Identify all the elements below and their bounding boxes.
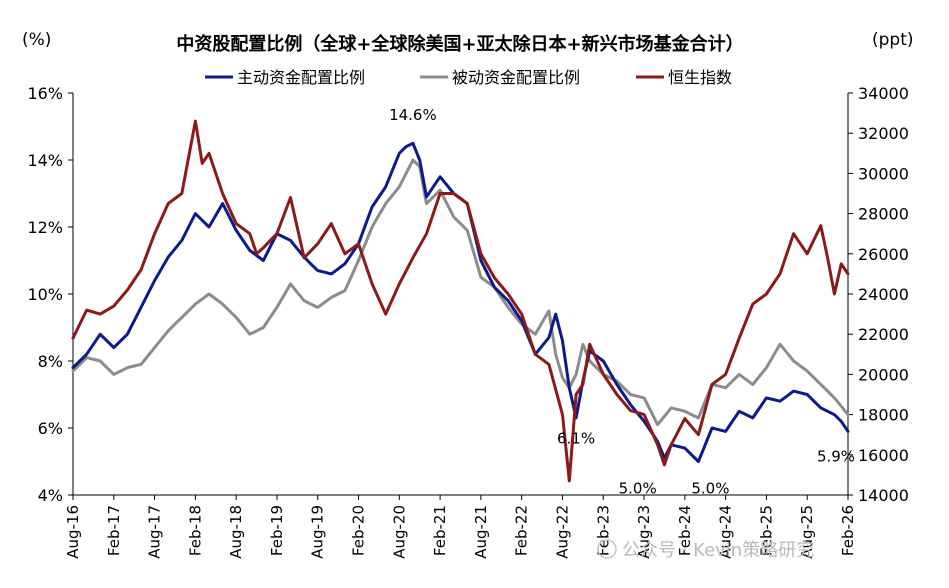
right-tick-label: 18000 xyxy=(858,406,909,425)
left-tick-label: 12% xyxy=(27,218,63,237)
x-tick-label: Aug-20 xyxy=(390,505,408,559)
x-tick-label: Feb-22 xyxy=(513,505,531,556)
left-tick-label: 6% xyxy=(38,419,63,438)
right-tick-label: 14000 xyxy=(858,486,909,505)
right-tick-label: 16000 xyxy=(858,446,909,465)
left-tick-label: 8% xyxy=(38,352,63,371)
x-tick-label: Feb-25 xyxy=(757,505,775,556)
series-line-0 xyxy=(71,141,850,463)
legend-label-2: 恒生指数 xyxy=(668,68,732,87)
data-label: 5.0% xyxy=(691,480,729,498)
right-unit: (ppt) xyxy=(872,30,914,50)
left-tick-label: 14% xyxy=(27,151,63,170)
x-tick-label: Feb-24 xyxy=(676,505,694,556)
left-unit: (%) xyxy=(22,30,51,50)
data-label: 6.1% xyxy=(557,430,595,448)
series-line-2 xyxy=(71,119,850,483)
x-tick-label: Aug-25 xyxy=(798,505,816,559)
x-tick-label: Aug-18 xyxy=(227,505,245,559)
data-label: 5.9% xyxy=(817,447,855,465)
data-label: 14.6% xyxy=(389,106,437,124)
series-line-1 xyxy=(71,158,850,427)
x-tick-label: Aug-21 xyxy=(472,505,490,559)
left-tick-label: 4% xyxy=(38,486,63,505)
x-tick-label: Aug-22 xyxy=(553,505,571,559)
right-tick-label: 30000 xyxy=(858,164,909,183)
watermark-text: 公众号 · Kevin策略研究 xyxy=(622,540,814,561)
x-tick-label: Aug-19 xyxy=(309,505,327,559)
x-tick-label: Feb-18 xyxy=(186,505,204,556)
watermark: 公众号 · Kevin策略研究 xyxy=(597,539,814,561)
data-label: 5.0% xyxy=(619,480,657,498)
right-tick-label: 24000 xyxy=(858,285,909,304)
x-tick-label: Aug-23 xyxy=(635,505,653,559)
x-tick-label: Feb-26 xyxy=(839,505,857,556)
legend-label-1: 被动资金配置比例 xyxy=(452,68,580,87)
right-tick-label: 32000 xyxy=(858,124,909,143)
x-tick-label: Aug-17 xyxy=(146,505,164,559)
legend: 主动资金配置比例 被动资金配置比例 恒生指数 xyxy=(205,68,732,87)
x-tick-label: Feb-17 xyxy=(105,505,123,556)
right-tick-label: 26000 xyxy=(858,245,909,264)
right-tick-label: 34000 xyxy=(858,84,909,103)
annotations: 14.6% 6.1% 5.0% 5.0% 5.9% xyxy=(389,106,855,498)
x-tick-label: Feb-20 xyxy=(350,505,368,556)
left-tick-label: 10% xyxy=(27,285,63,304)
x-tick-label: Feb-21 xyxy=(431,505,449,556)
x-tick-label: Aug-16 xyxy=(64,505,82,559)
axes: 4% 6% 8% 10% 12% 14% 16% 14000 16000 18000 20000 22… xyxy=(27,84,908,559)
chart-title: 中资股配置比例（全球+全球除美国+亚太除日本+新兴市场基金合计） xyxy=(176,33,743,55)
right-tick-label: 22000 xyxy=(858,325,909,344)
right-tick-label: 20000 xyxy=(858,365,909,384)
x-tick-label: Feb-19 xyxy=(268,505,286,556)
legend-label-0: 主动资金配置比例 xyxy=(237,68,365,87)
series-layer xyxy=(71,119,850,483)
right-tick-label: 28000 xyxy=(858,205,909,224)
x-tick-label: Aug-24 xyxy=(717,505,735,559)
x-tick-label: Feb-23 xyxy=(594,505,612,556)
wechat-icon xyxy=(597,539,617,559)
left-tick-label: 16% xyxy=(27,84,63,103)
